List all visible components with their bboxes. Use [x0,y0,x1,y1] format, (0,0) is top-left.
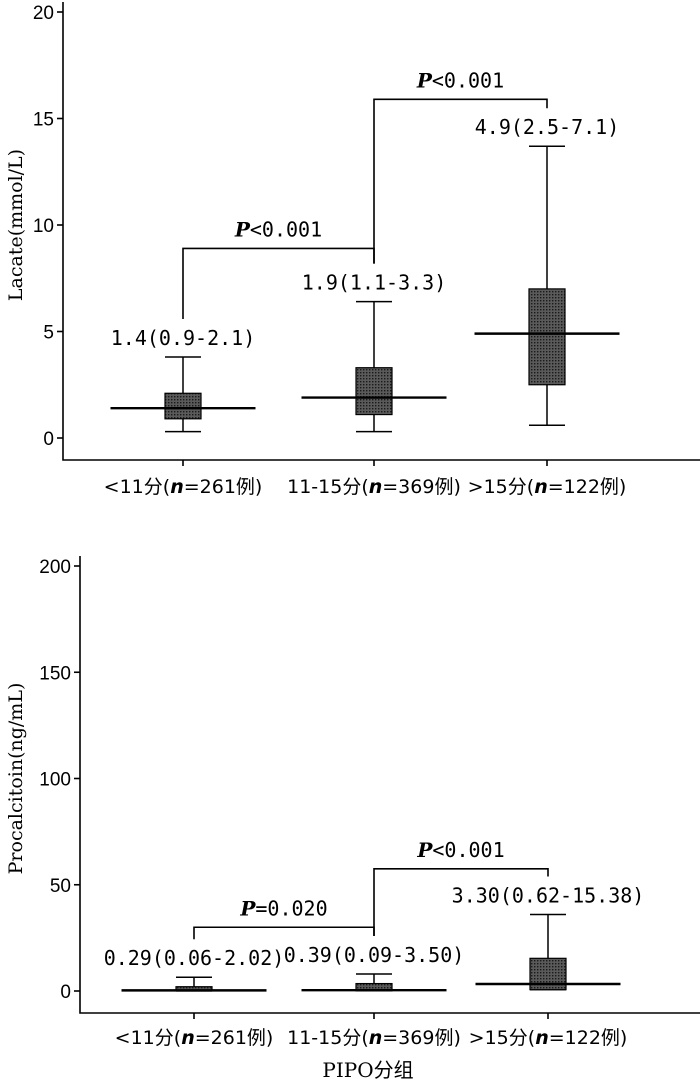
category-label: >15分(n=122例) [469,1027,628,1049]
median-iqr-label: 1.4(0.9-2.1) [111,326,256,350]
box-iqr [528,288,566,386]
box-iqr [164,392,202,420]
x-axis-label: PIPO分组 [322,1058,413,1082]
y-tick-label: 0 [43,429,54,450]
significance-bracket [193,926,375,940]
axes [62,2,700,461]
axes [79,556,700,1014]
y-axis-label: Lacate(mmol/L) [5,149,27,301]
y-tick-label: 100 [39,770,71,791]
p-value-label: P<0.001 [416,838,504,862]
median-iqr-label: 0.39(0.09-3.50) [284,943,465,967]
significance-bracket [373,98,548,264]
y-tick-label: 20 [33,3,54,24]
category-label: <11分(n=261例) [104,476,263,498]
category-label: 11-15分(n=369例) [287,1027,461,1049]
y-axis-label: Procalcitoin(ng/mL) [5,683,27,875]
procalcitonin-chart: 0 50 100 150 200 <11分(n=261例) 11-15分(n=369例) >1… [5,556,700,1082]
p-value-label: P=0.020 [239,896,327,920]
category-label: 11-15分(n=369例) [287,476,461,498]
y-tick-label: 15 [33,110,54,131]
y-tick-label: 0 [60,982,71,1003]
y-tick-label: 10 [33,216,54,237]
median-iqr-label: 4.9(2.5-7.1) [475,115,620,139]
median-iqr-label: 1.9(1.1-3.3) [302,271,447,295]
p-value-label: P<0.001 [416,68,504,92]
significance-bracket [373,868,549,936]
y-tick-label: 200 [39,557,71,578]
box-iqr [355,367,393,416]
category-label: >15分(n=122例) [468,476,627,498]
median-iqr-label: 0.29(0.06-2.02) [104,946,285,970]
y-tick-label: 50 [50,876,71,897]
median-iqr-label: 3.30(0.62-15.38) [452,884,645,908]
p-value-label: P<0.001 [234,217,322,241]
category-label: <11分(n=261例) [115,1027,274,1049]
y-tick-label: 5 [43,323,54,344]
lactate-chart: 0 5 10 15 20 <11分(n=261例) 11-15分(n=369例) >15分(n… [5,2,700,498]
y-tick-label: 150 [39,663,71,684]
